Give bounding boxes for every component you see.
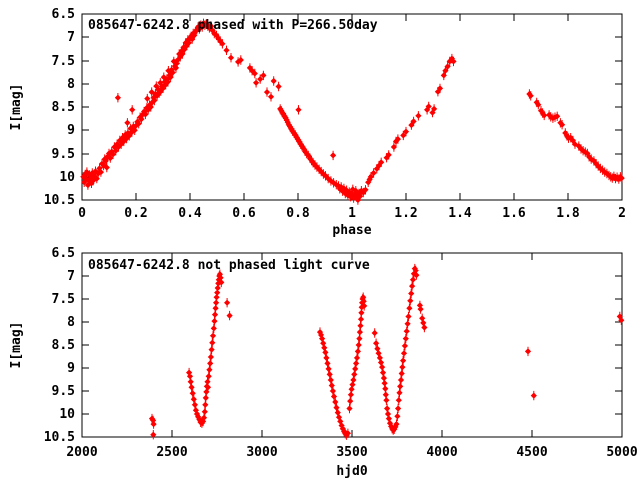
scatter-markers	[148, 265, 625, 439]
unphased-light-curve-chart: 2000 2500 3000 3500 4000 4500 5000 6.5 7 7.5 8 8.5 9…	[9, 246, 638, 479]
y-tick-label: 8.5	[52, 338, 75, 353]
x-tick-label: 0.2	[124, 206, 147, 221]
y-tick-label: 10	[59, 170, 75, 185]
x-axis-label: phase	[332, 223, 371, 238]
y-tick-label: 9.5	[52, 147, 75, 162]
plot-frame: 0 0.2 0.4 0.6 0.8 1 1.2 1.4 1.6 1.8 2 6.5 7 7.5 8 8.5 9 9…	[44, 7, 626, 221]
x-tick-label: 5000	[606, 445, 637, 460]
x-tick-label: 1	[348, 206, 356, 221]
y-tick-label: 10	[59, 407, 75, 422]
y-tick-label: 7	[67, 269, 75, 284]
x-tick-label: 0.8	[286, 206, 310, 221]
y-tick-label: 8	[67, 315, 75, 330]
y-tick-label: 6.5	[52, 7, 75, 22]
x-axis-label: hjd0	[336, 464, 367, 479]
x-tick-label: 2000	[66, 445, 97, 460]
phased-light-curve-chart: 0 0.2 0.4 0.6 0.8 1 1.2 1.4 1.6 1.8 2 6.5 7 7.5 8 8.5 9 9…	[9, 7, 626, 238]
y-tick-label: 10.5	[44, 193, 75, 208]
x-tick-label: 0	[78, 206, 86, 221]
x-tick-label: 0.4	[178, 206, 202, 221]
x-tick-label: 2500	[156, 445, 187, 460]
x-tick-label: 2	[618, 206, 626, 221]
y-tick-label: 9	[67, 123, 75, 138]
chart-title: 085647-6242.8 phased with P=266.50day	[88, 18, 378, 33]
y-tick-label: 9	[67, 361, 75, 376]
data-points	[80, 18, 625, 205]
y-tick-label: 8	[67, 77, 75, 92]
y-axis-label: I[mag]	[9, 322, 24, 369]
x-tick-label: 3500	[336, 445, 367, 460]
plot-border	[81, 252, 623, 438]
x-tick-label: 1.6	[502, 206, 526, 221]
y-tick-label: 7.5	[52, 54, 75, 69]
y-tick-label: 9.5	[52, 384, 75, 399]
x-tick-label: 1.4	[448, 206, 472, 221]
y-tick-label: 10.5	[44, 430, 75, 445]
x-tick-label: 4500	[516, 445, 547, 460]
scatter-markers	[80, 20, 625, 204]
data-points	[148, 263, 625, 440]
y-axis-label: I[mag]	[9, 84, 24, 131]
x-tick-label: 0.6	[232, 206, 256, 221]
x-tick-label: 1.8	[556, 206, 580, 221]
y-tick-label: 6.5	[52, 246, 75, 261]
x-tick-label: 1.2	[394, 206, 417, 221]
y-tick-label: 7	[67, 30, 75, 45]
y-tick-label: 7.5	[52, 292, 75, 307]
chart-title: 085647-6242.8 not phased light curve	[88, 258, 370, 273]
plot-frame: 2000 2500 3000 3500 4000 4500 5000 6.5 7 7.5 8 8.5 9…	[44, 246, 638, 460]
x-tick-label: 4000	[426, 445, 457, 460]
x-tick-label: 3000	[246, 445, 277, 460]
y-tick-label: 8.5	[52, 100, 75, 115]
